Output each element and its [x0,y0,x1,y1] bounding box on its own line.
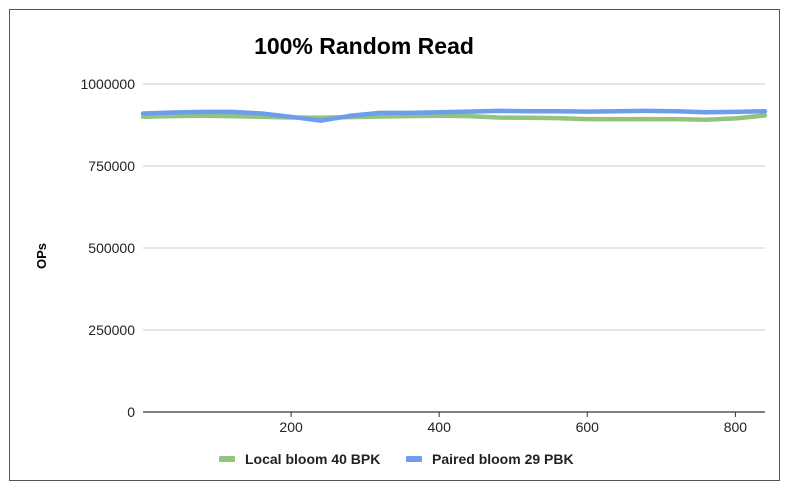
x-tick-label: 200 [279,419,303,435]
y-axis-label: OPs [34,243,49,269]
legend-label-2: Paired bloom 29 PBK [432,451,574,467]
legend-swatch-1 [219,456,235,462]
series-line-1 [140,113,768,123]
chart-title: 100% Random Read [254,33,474,59]
legend-swatch-2 [406,456,422,462]
x-tick-label: 600 [576,419,600,435]
x-tick-label: 400 [428,419,452,435]
legend-label-1: Local bloom 40 BPK [245,451,380,467]
y-tick-label: 750000 [88,158,135,174]
series-line-2 [140,108,768,123]
y-tick-label: 1000000 [80,76,135,92]
y-tick-label: 250000 [88,322,135,338]
x-tick-label: 800 [724,419,748,435]
y-tick-label: 0 [127,404,135,420]
y-tick-label: 500000 [88,240,135,256]
chart-frame [9,9,780,481]
